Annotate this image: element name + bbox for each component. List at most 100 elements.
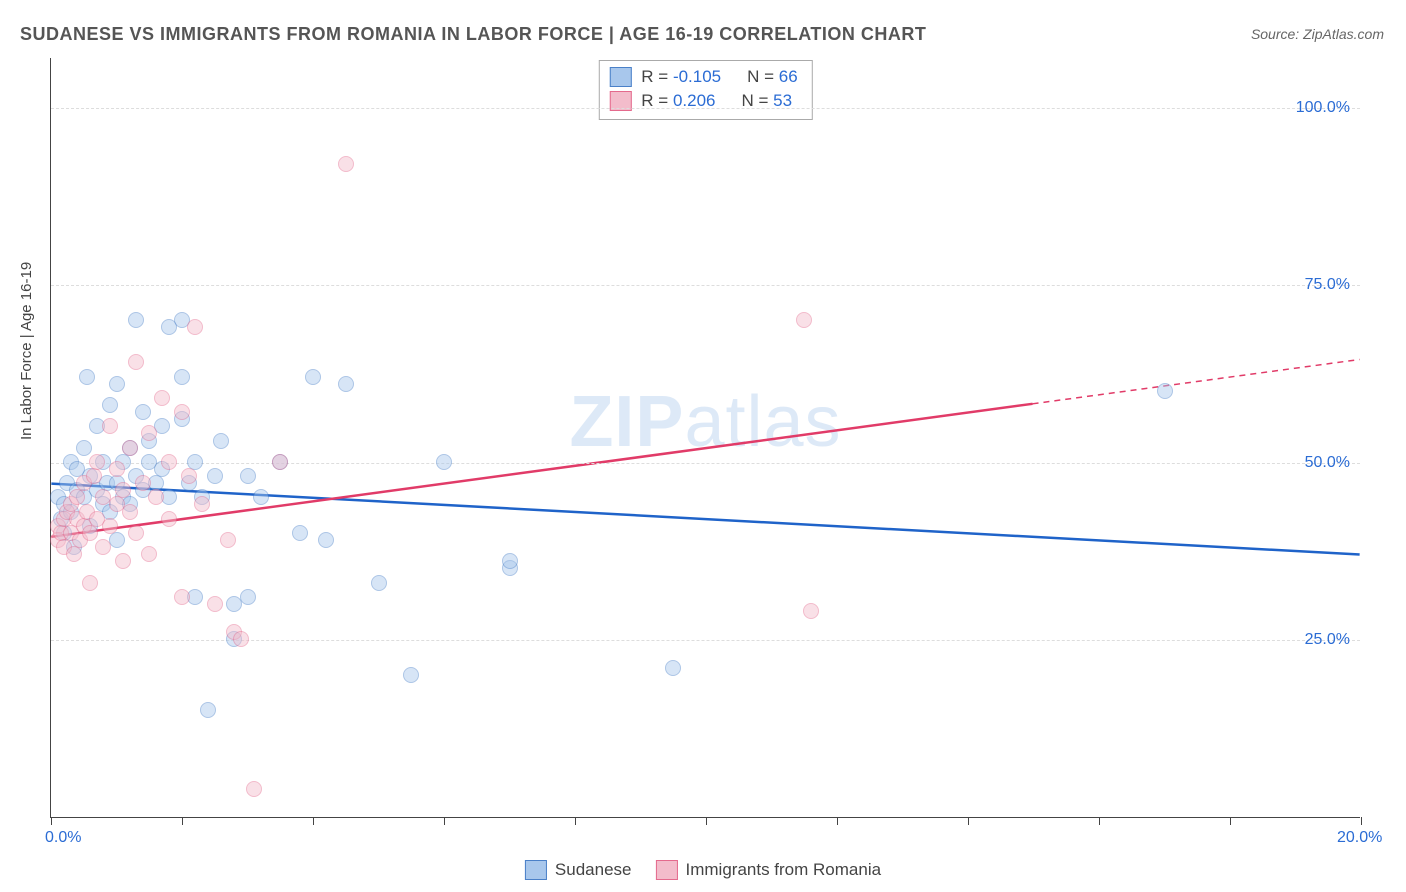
legend-correlation-row: R = 0.206 N = 53 [609, 89, 797, 113]
scatter-point [135, 475, 151, 491]
legend-correlation-row: R = -0.105 N = 66 [609, 65, 797, 89]
scatter-point [79, 369, 95, 385]
x-tick-label: 0.0% [45, 829, 81, 847]
scatter-point [181, 468, 197, 484]
scatter-point [174, 404, 190, 420]
scatter-point [122, 504, 138, 520]
r-value: -0.105 [673, 67, 721, 86]
scatter-point [115, 482, 131, 498]
scatter-point [102, 397, 118, 413]
gridline-h [51, 108, 1360, 109]
scatter-point [305, 369, 321, 385]
x-tick [968, 817, 969, 825]
x-tick [182, 817, 183, 825]
y-axis-title: In Labor Force | Age 16-19 [18, 262, 35, 440]
scatter-point [207, 468, 223, 484]
scatter-point [187, 319, 203, 335]
scatter-point [213, 433, 229, 449]
scatter-point [318, 532, 334, 548]
scatter-point [292, 525, 308, 541]
chart-title: SUDANESE VS IMMIGRANTS FROM ROMANIA IN L… [20, 24, 926, 45]
scatter-point [76, 440, 92, 456]
scatter-point [174, 369, 190, 385]
scatter-point [148, 489, 164, 505]
x-tick [837, 817, 838, 825]
legend-series-item: Immigrants from Romania [656, 860, 882, 880]
trend-line [51, 404, 1032, 537]
y-tick-label: 25.0% [1305, 631, 1350, 649]
scatter-point [115, 553, 131, 569]
scatter-point [109, 461, 125, 477]
n-label: N = 66 [747, 65, 798, 89]
scatter-point [109, 376, 125, 392]
scatter-point [82, 525, 98, 541]
scatter-point [102, 418, 118, 434]
scatter-point [128, 525, 144, 541]
trend-lines-svg [51, 58, 1360, 817]
y-tick-label: 100.0% [1296, 99, 1350, 117]
trend-line [51, 484, 1359, 555]
scatter-point [207, 596, 223, 612]
scatter-point [665, 660, 681, 676]
scatter-point [141, 546, 157, 562]
legend-swatch [609, 67, 631, 87]
scatter-point [66, 546, 82, 562]
n-label: N = 53 [741, 89, 792, 113]
scatter-point [240, 468, 256, 484]
scatter-point [95, 539, 111, 555]
x-tick [51, 817, 52, 825]
scatter-point [338, 156, 354, 172]
x-tick [313, 817, 314, 825]
plot-area: ZIPatlas R = -0.105 N = 66 R = 0.206 N = 53… [50, 58, 1360, 818]
scatter-point [371, 575, 387, 591]
scatter-point [89, 454, 105, 470]
scatter-point [122, 440, 138, 456]
x-tick [1099, 817, 1100, 825]
legend-series-label: Sudanese [555, 860, 632, 880]
scatter-point [272, 454, 288, 470]
scatter-point [403, 667, 419, 683]
y-tick-label: 75.0% [1305, 276, 1350, 294]
n-value: 66 [779, 67, 798, 86]
scatter-point [128, 354, 144, 370]
x-tick [575, 817, 576, 825]
scatter-point [154, 390, 170, 406]
scatter-point [803, 603, 819, 619]
watermark-thin: atlas [684, 382, 841, 462]
gridline-h [51, 463, 1360, 464]
scatter-point [82, 575, 98, 591]
scatter-point [246, 781, 262, 797]
r-label: R = -0.105 [641, 65, 721, 89]
x-tick [1361, 817, 1362, 825]
scatter-point [200, 702, 216, 718]
legend-swatch [525, 860, 547, 880]
x-tick [706, 817, 707, 825]
r-label: R = 0.206 [641, 89, 715, 113]
scatter-point [502, 553, 518, 569]
trend-line-dashed [1033, 359, 1360, 403]
scatter-point [86, 468, 102, 484]
scatter-point [141, 425, 157, 441]
legend-correlation: R = -0.105 N = 66 R = 0.206 N = 53 [598, 60, 812, 120]
y-tick-label: 50.0% [1305, 454, 1350, 472]
x-tick [444, 817, 445, 825]
x-tick-label: 20.0% [1337, 829, 1382, 847]
scatter-point [161, 454, 177, 470]
scatter-point [233, 631, 249, 647]
scatter-point [796, 312, 812, 328]
scatter-point [253, 489, 269, 505]
legend-swatch [656, 860, 678, 880]
scatter-point [128, 312, 144, 328]
watermark: ZIPatlas [569, 381, 841, 463]
legend-series: Sudanese Immigrants from Romania [525, 860, 881, 880]
scatter-point [240, 589, 256, 605]
legend-series-label: Immigrants from Romania [686, 860, 882, 880]
scatter-point [102, 518, 118, 534]
scatter-point [69, 489, 85, 505]
scatter-point [338, 376, 354, 392]
scatter-point [135, 404, 151, 420]
scatter-point [1157, 383, 1173, 399]
scatter-point [161, 511, 177, 527]
source-label: Source: ZipAtlas.com [1251, 26, 1384, 42]
scatter-point [220, 532, 236, 548]
